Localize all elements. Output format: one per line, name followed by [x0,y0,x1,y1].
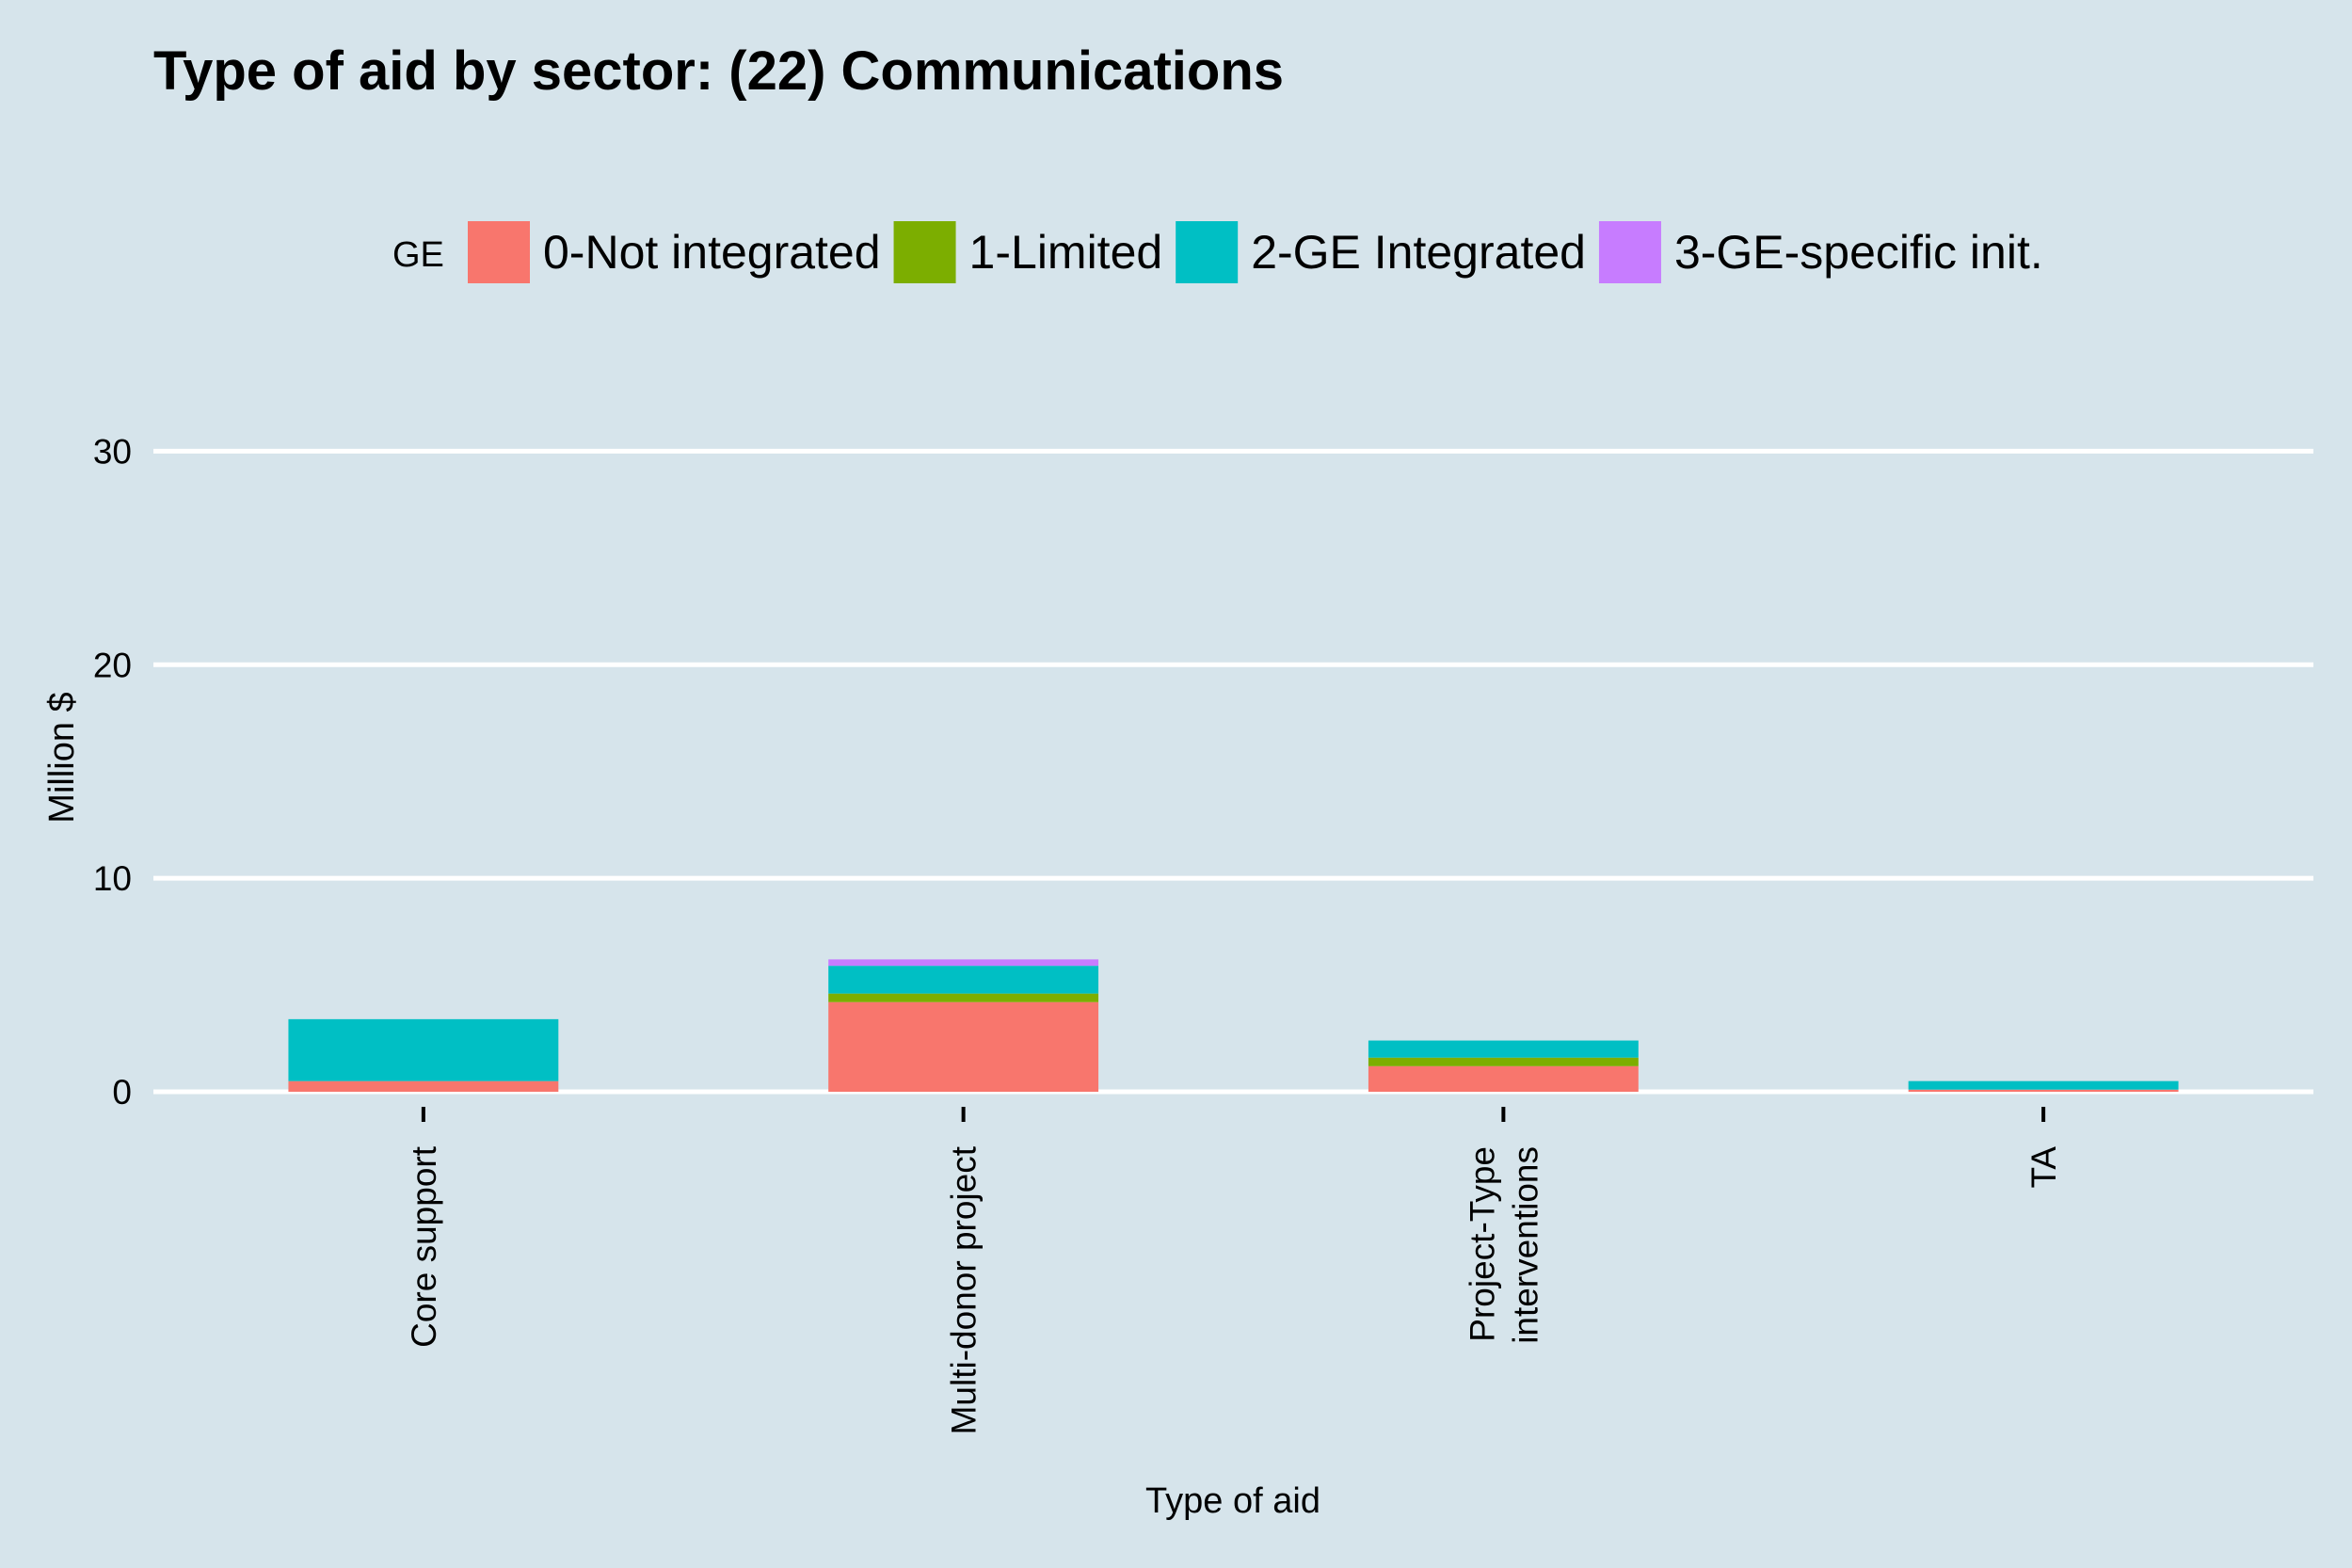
x-tick-label: Project-Type [1463,1146,1501,1342]
gridlines [153,448,2313,1095]
bars [288,959,2179,1092]
x-tick-label: Multi-donor project [945,1145,984,1434]
y-tick-label: 20 [93,646,132,684]
legend: GE 0-Not integrated 1-Limited 2-GE Integra… [392,221,2043,283]
bar-segment [1908,1089,2179,1092]
bar-segment [828,993,1099,1002]
y-axis-ticks: 0 10 20 30 [93,432,132,1112]
x-axis-label: Type of aid [1145,1481,1320,1521]
legend-item-label: 2-GE Integrated [1251,226,1586,279]
x-tick-label: TA [2024,1146,2063,1189]
legend-title: GE [392,235,444,275]
bar-segment [288,1080,559,1092]
y-tick-label: 10 [93,859,132,898]
chart-title: Type of aid by sector: (22) Communicatio… [153,40,1284,102]
legend-item-label: 1-Limited [969,226,1163,279]
legend-item-label: 0-Not integrated [543,226,881,279]
legend-item-label: 3-GE-specific init. [1674,226,2043,279]
bar-segment [828,966,1099,994]
bar-segment [288,1018,559,1081]
legend-swatch [1598,221,1661,283]
bar-segment [1368,1057,1639,1066]
bar-segment [1368,1065,1639,1092]
y-tick-label: 30 [93,432,132,471]
bar-segment [1368,1040,1639,1058]
bar-segment [828,959,1099,967]
x-axis-ticks: Core support Multi-donor project Project-T… [405,1107,2063,1434]
legend-swatch [893,221,956,283]
y-tick-label: 0 [112,1073,132,1112]
x-tick-label: interventions [1506,1146,1544,1344]
y-axis-label: Million $ [42,692,82,823]
legend-swatch [468,221,530,283]
x-tick-label: Core support [405,1145,443,1348]
bar-segment [1908,1080,2179,1090]
legend-swatch [1176,221,1239,283]
bar-segment [828,1001,1099,1092]
